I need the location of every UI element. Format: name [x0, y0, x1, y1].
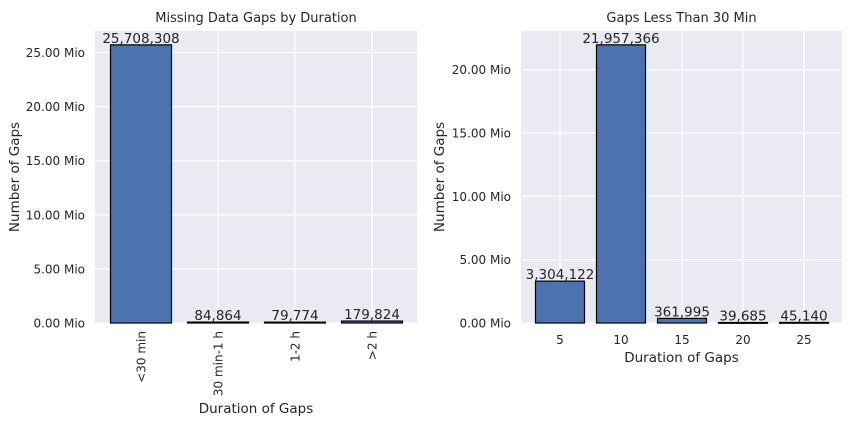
left-chart: 25,708,308 84,864 79,774 179,824 0.00 Mio 5.… — [7, 11, 417, 417]
right-y-tick-label: 15.00 Mio — [452, 126, 511, 140]
right-data-label-20: 39,685 — [719, 308, 766, 324]
left-x-tick-label: >2 h — [366, 331, 380, 360]
left-bar-1-2-h — [263, 321, 327, 324]
left-data-label-2-h: 179,824 — [344, 307, 400, 323]
right-y-ticks: 0.00 Mio 5.00 Mio 10.00 Mio 15.00 Mio 20.00 … — [452, 63, 511, 330]
right-data-label-15: 361,995 — [654, 304, 710, 320]
right-x-tick-label: 5 — [556, 333, 564, 347]
right-y-tick-label: 10.00 Mio — [452, 190, 511, 204]
left-y-tick-label: 15.00 Mio — [26, 154, 85, 168]
left-data-label-1-2-h: 79,774 — [271, 308, 318, 324]
left-y-tick-label: 10.00 Mio — [26, 208, 85, 222]
right-data-label-10: 21,957,366 — [582, 31, 659, 47]
left-y-tick-label: 20.00 Mio — [26, 100, 85, 114]
left-data-labels: 25,708,308 84,864 79,774 179,824 — [102, 31, 400, 324]
right-bar-25 — [778, 321, 830, 324]
right-y-tick-label: 20.00 Mio — [452, 63, 511, 77]
left-bar-2-h — [340, 320, 404, 324]
right-data-labels: 3,304,122 21,957,366 361,995 39,685 45,140 — [526, 31, 828, 325]
right-x-tick-label: 10 — [613, 333, 628, 347]
left-x-tick-label: 1-2 h — [289, 331, 303, 362]
left-data-label-30-min-1-h: 84,864 — [194, 308, 241, 324]
left-x-ticks: <30 min 30 min-1 h 1-2 h >2 h — [135, 331, 380, 396]
right-y-axis-label: Number of Gaps — [432, 122, 448, 232]
left-bar-30-min-1-h — [186, 321, 250, 324]
right-bars — [534, 44, 830, 324]
left-y-axis-label: Number of Gaps — [7, 122, 23, 232]
right-data-label-5: 3,304,122 — [526, 267, 595, 283]
left-bar-30-min — [109, 44, 173, 324]
left-y-ticks: 0.00 Mio 5.00 Mio 10.00 Mio 15.00 Mio 20.00 … — [26, 46, 85, 330]
left-x-axis-label: Duration of Gaps — [199, 401, 314, 417]
right-x-tick-label: 25 — [796, 333, 811, 347]
right-bar-20 — [717, 321, 769, 324]
left-data-label-30-min: 25,708,308 — [102, 31, 179, 47]
right-data-label-25: 45,140 — [780, 308, 827, 324]
right-x-tick-label: 20 — [735, 333, 750, 347]
left-x-tick-label: 30 min-1 h — [212, 331, 226, 396]
right-bar-5 — [534, 280, 586, 324]
right-y-tick-label: 5.00 Mio — [459, 253, 511, 267]
left-chart-title: Missing Data Gaps by Duration — [155, 11, 357, 26]
right-x-ticks: 5 10 15 20 25 — [556, 333, 811, 347]
right-bar-15 — [656, 317, 708, 324]
right-y-tick-label: 0.00 Mio — [459, 317, 511, 331]
left-y-tick-label: 25.00 Mio — [26, 46, 85, 60]
left-y-tick-label: 0.00 Mio — [33, 317, 85, 331]
right-x-tick-label: 15 — [674, 333, 689, 347]
right-x-axis-label: Duration of Gaps — [624, 350, 739, 366]
left-x-tick-label: <30 min — [135, 331, 149, 383]
left-y-tick-label: 5.00 Mio — [33, 262, 85, 276]
right-chart: 3,304,122 21,957,366 361,995 39,685 45,140 0… — [432, 11, 842, 366]
right-chart-title: Gaps Less Than 30 Min — [606, 11, 756, 26]
right-bar-10 — [595, 44, 647, 324]
left-bars — [109, 44, 404, 324]
